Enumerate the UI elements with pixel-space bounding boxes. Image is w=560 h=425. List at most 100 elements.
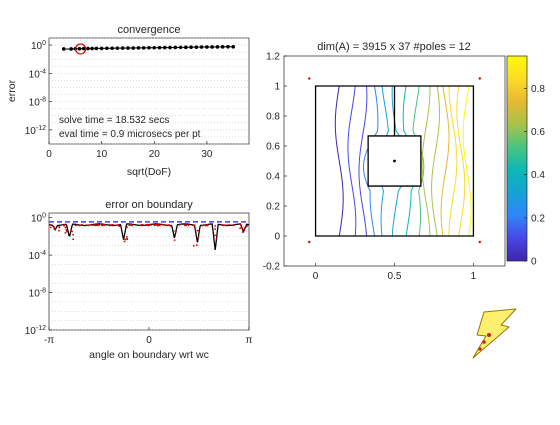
boundary-sample-point: [126, 237, 128, 240]
colorbar: [506, 55, 528, 262]
convergence-point: [205, 45, 209, 49]
boundary-sample-point: [194, 228, 197, 231]
boundary-sample-point: [196, 229, 199, 232]
boundary-sample-point: [94, 224, 97, 227]
pole-marker: [478, 77, 481, 80]
convergence-point: [81, 46, 86, 51]
convergence-point: [110, 46, 114, 51]
boundary-sample-point: [178, 223, 181, 226]
x-tick-label: 20: [149, 149, 161, 160]
convergence-point: [99, 46, 104, 51]
convergence-point: [184, 45, 188, 50]
boundary-sample-point: [183, 223, 186, 226]
boundary-sample-point: [140, 223, 143, 226]
convergence-point: [120, 46, 125, 50]
selected-point-marker: [74, 43, 87, 55]
convergence-xlabel: sqrt(DoF): [127, 166, 171, 178]
boundary-sample-point: [64, 231, 67, 234]
x-tick-label: π: [246, 335, 253, 346]
contour-line: [347, 85, 357, 237]
boundary-sample-point: [214, 234, 216, 237]
boundary-sample-point: [129, 224, 131, 226]
boundary-sample-point: [101, 224, 104, 226]
colorbar-tick-label: 0: [531, 257, 537, 268]
boundary-sample-point: [224, 224, 227, 227]
boundary-sample-point: [80, 224, 83, 227]
eval-time-annotation: eval time = 0.9 microsecs per pt: [59, 129, 201, 140]
y-tick-label: 10-4: [29, 250, 46, 262]
convergence-title: convergence: [118, 24, 181, 36]
convergence-point: [162, 45, 167, 50]
boundary-sample-point: [185, 224, 188, 227]
boundary-sample-point: [49, 224, 52, 226]
boundary-sample-point: [65, 229, 68, 231]
boundary-sample-point: [52, 226, 55, 228]
boundary-sample-point: [161, 224, 164, 226]
boundary-sample-point: [123, 240, 126, 243]
boundary-sample-point: [246, 225, 248, 227]
convergence-point: [105, 46, 109, 51]
convergence-line: [63, 46, 234, 50]
boundary-sample-point: [118, 225, 121, 228]
boundary-sample-point: [85, 224, 88, 226]
convergence-point: [152, 45, 157, 50]
boundary-sample-point: [65, 230, 68, 233]
convergence-point: [61, 47, 66, 51]
center-marker: [393, 159, 396, 163]
boundary-sample-point: [69, 230, 72, 232]
boundary-sample-point: [130, 223, 133, 226]
boundary-sample-point: [243, 228, 246, 231]
boundary-sample-point: [148, 224, 151, 227]
boundary-sample-point: [187, 224, 190, 227]
boundary-sample-point: [63, 224, 65, 227]
contour-line: [448, 85, 458, 237]
boundary-sample-point: [201, 224, 204, 227]
solve-time-annotation: solve time = 18.532 secs: [59, 115, 169, 126]
boundary-sample-point: [58, 225, 61, 228]
convergence-point: [189, 45, 193, 49]
boundary-sample-point: [141, 223, 144, 226]
boundary-sample-point: [49, 226, 52, 229]
boundary-sample-point: [150, 224, 152, 226]
boundary-sample-point: [220, 224, 223, 227]
convergence-ylabel: error: [6, 79, 18, 102]
boundary-sample-point: [206, 224, 208, 227]
boundary-sample-point: [58, 229, 60, 232]
boundary-sample-point: [90, 223, 93, 226]
pole-marker: [308, 240, 311, 244]
contour-line: [456, 85, 466, 237]
boundary-sample-point: [112, 223, 115, 226]
boundary-sample-point: [195, 244, 198, 246]
convergence-point: [69, 47, 73, 51]
boundary-sample-point: [191, 224, 194, 227]
boundary-sample-point: [146, 223, 149, 226]
x-tick-label: 0: [146, 335, 152, 346]
y-tick-label: 100: [31, 213, 46, 225]
boundary-error-xlabel: angle on boundary wrt wc: [89, 349, 209, 361]
pole-marker: [478, 240, 481, 244]
contour-line: [421, 85, 431, 237]
boundary-sample-point: [173, 239, 176, 242]
convergence-point: [199, 45, 204, 49]
contour-title: dim(A) = 3915 x 37 #poles = 12: [317, 41, 470, 53]
boundary-sample-point: [239, 227, 241, 230]
y-tick-label: 0.8: [266, 112, 280, 123]
error-on-boundary-panel: error on boundary -π 0 π 100 10-4 10-8 10-12 a…: [25, 199, 253, 361]
boundary-sample-point: [96, 224, 99, 227]
y-tick-label: 1.2: [266, 52, 280, 63]
contour-line: [412, 85, 425, 237]
y-tick-label: 0.6: [266, 142, 280, 153]
convergence-axes: [48, 37, 250, 145]
boundary-sample-point: [60, 224, 63, 226]
boundary-sample-point: [170, 225, 172, 228]
y-tick-label: 10-12: [25, 325, 46, 337]
boundary-sample-point: [167, 224, 170, 226]
domain-contour-panel: dim(A) = 3915 x 37 #poles = 12 0 0.5 1 -0.2…: [263, 41, 546, 282]
boundary-sample-point: [103, 224, 106, 227]
y-tick-label: 0: [274, 232, 280, 243]
boundary-sample-point: [240, 226, 243, 229]
convergence-point: [215, 45, 220, 49]
boundary-error-title: error on boundary: [105, 199, 193, 211]
y-tick-label: 10-8: [29, 97, 46, 109]
